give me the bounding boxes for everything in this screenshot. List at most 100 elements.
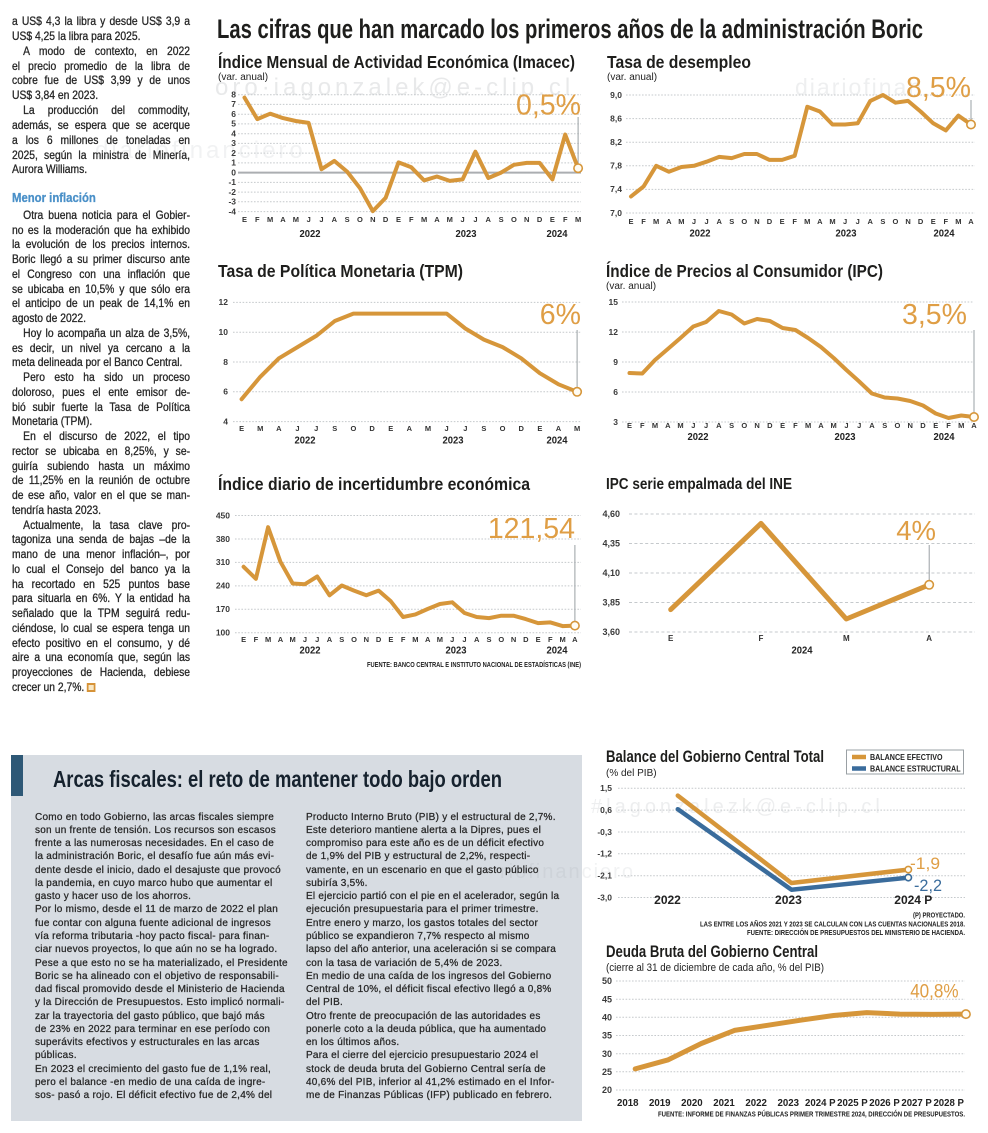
svg-text:2023: 2023 [446, 645, 467, 657]
svg-text:7,4: 7,4 [610, 184, 622, 194]
svg-text:J: J [319, 215, 323, 224]
svg-text:A: A [971, 421, 977, 430]
svg-text:2024: 2024 [792, 645, 813, 657]
svg-text:M: M [575, 215, 581, 224]
svg-text:D: D [369, 424, 375, 433]
svg-text:N: N [511, 635, 516, 644]
svg-text:E: E [396, 215, 401, 224]
svg-text:Deuda Bruta del Gobierno Centr: Deuda Bruta del Gobierno Central [606, 943, 818, 961]
svg-text:4,60: 4,60 [602, 509, 620, 519]
svg-text:A: A [665, 421, 671, 430]
svg-text:40: 40 [602, 1013, 612, 1023]
svg-text:J: J [461, 215, 465, 224]
svg-text:6: 6 [231, 109, 236, 119]
svg-text:M: M [425, 424, 431, 433]
svg-text:A: A [572, 635, 578, 644]
svg-text:J: J [473, 215, 477, 224]
svg-text:S: S [882, 421, 887, 430]
svg-text:M: M [421, 215, 427, 224]
svg-text:(var. anual): (var. anual) [606, 281, 656, 292]
svg-text:2022: 2022 [654, 893, 681, 907]
svg-text:O: O [498, 635, 504, 644]
svg-text:40,8%: 40,8% [910, 981, 958, 1003]
svg-text:A: A [327, 635, 333, 644]
svg-text:J: J [315, 635, 319, 644]
svg-text:A: A [332, 215, 338, 224]
svg-text:2022: 2022 [300, 645, 321, 657]
svg-text:N: N [524, 215, 529, 224]
svg-text:M: M [447, 215, 453, 224]
svg-text:BALANCE ESTRUCTURAL: BALANCE ESTRUCTURAL [870, 764, 961, 774]
svg-text:380: 380 [216, 534, 230, 544]
svg-text:J: J [704, 217, 708, 226]
svg-text:A: A [926, 634, 932, 643]
svg-text:(var. anual): (var. anual) [218, 72, 268, 83]
svg-text:2023: 2023 [777, 1097, 799, 1109]
svg-text:2025 P: 2025 P [837, 1097, 868, 1109]
svg-text:F: F [401, 635, 406, 644]
svg-text:-1: -1 [228, 177, 236, 187]
svg-text:E: E [536, 635, 541, 644]
svg-text:E: E [780, 217, 785, 226]
svg-text:E: E [780, 421, 785, 430]
svg-text:O: O [893, 217, 899, 226]
svg-text:E: E [537, 424, 542, 433]
svg-text:O: O [351, 635, 357, 644]
svg-text:J: J [844, 421, 848, 430]
svg-text:(% del PIB): (% del PIB) [606, 768, 657, 779]
svg-text:121,54: 121,54 [488, 513, 575, 545]
svg-text:O: O [351, 424, 357, 433]
svg-text:J: J [843, 217, 847, 226]
svg-text:J: J [856, 217, 860, 226]
svg-text:2028 P: 2028 P [933, 1097, 964, 1109]
svg-text:0,5%: 0,5% [516, 89, 581, 121]
svg-text:M: M [652, 421, 658, 430]
svg-text:6: 6 [223, 387, 228, 397]
svg-text:15: 15 [609, 297, 619, 307]
svg-text:50: 50 [602, 976, 612, 986]
svg-text:2023: 2023 [456, 228, 477, 240]
svg-text:2023: 2023 [775, 893, 802, 907]
svg-text:D: D [918, 217, 924, 226]
svg-text:E: E [933, 421, 938, 430]
svg-text:8,5%: 8,5% [906, 72, 971, 104]
svg-text:M: M [831, 421, 837, 430]
svg-text:M: M [678, 217, 684, 226]
svg-text:F: F [254, 635, 259, 644]
svg-text:A: A [869, 421, 875, 430]
svg-text:M: M [653, 217, 659, 226]
svg-text:F: F [759, 634, 764, 643]
svg-text:-2,2: -2,2 [914, 877, 942, 895]
svg-text:30: 30 [602, 1049, 612, 1059]
svg-text:2020: 2020 [681, 1097, 703, 1109]
svg-text:0,6: 0,6 [600, 805, 612, 815]
svg-text:F: F [793, 421, 798, 430]
svg-text:J: J [307, 215, 311, 224]
svg-text:LAS ENTRE LOS AÑOS 2021 Y 2023: LAS ENTRE LOS AÑOS 2021 Y 2023 SE CALCUL… [700, 919, 965, 928]
svg-text:diariofinanciero: diariofinanciero [95, 137, 306, 164]
svg-text:4: 4 [223, 416, 228, 426]
svg-text:10: 10 [219, 327, 229, 337]
svg-text:S: S [339, 635, 344, 644]
svg-text:M: M [829, 217, 835, 226]
svg-text:A: A [556, 424, 562, 433]
svg-text:7: 7 [231, 99, 236, 109]
svg-text:-3: -3 [228, 197, 236, 207]
svg-text:4: 4 [231, 128, 236, 138]
svg-text:A: A [968, 217, 974, 226]
svg-text:2024: 2024 [934, 228, 955, 240]
svg-text:A: A [666, 217, 672, 226]
svg-text:-4: -4 [228, 206, 236, 216]
svg-text:5: 5 [231, 119, 236, 129]
svg-text:7,8: 7,8 [610, 161, 622, 171]
svg-text:35: 35 [602, 1031, 612, 1041]
svg-text:2: 2 [231, 148, 236, 158]
svg-text:N: N [754, 217, 759, 226]
svg-text:8: 8 [223, 357, 228, 367]
svg-text:Tasa de Política Monetaria (TP: Tasa de Política Monetaria (TPM) [218, 261, 463, 281]
svg-text:F: F [944, 217, 949, 226]
svg-text:D: D [523, 635, 529, 644]
svg-text:-1,9: -1,9 [910, 855, 940, 873]
svg-text:M: M [574, 424, 580, 433]
svg-text:IPC serie empalmada del INE: IPC serie empalmada del INE [606, 476, 792, 493]
